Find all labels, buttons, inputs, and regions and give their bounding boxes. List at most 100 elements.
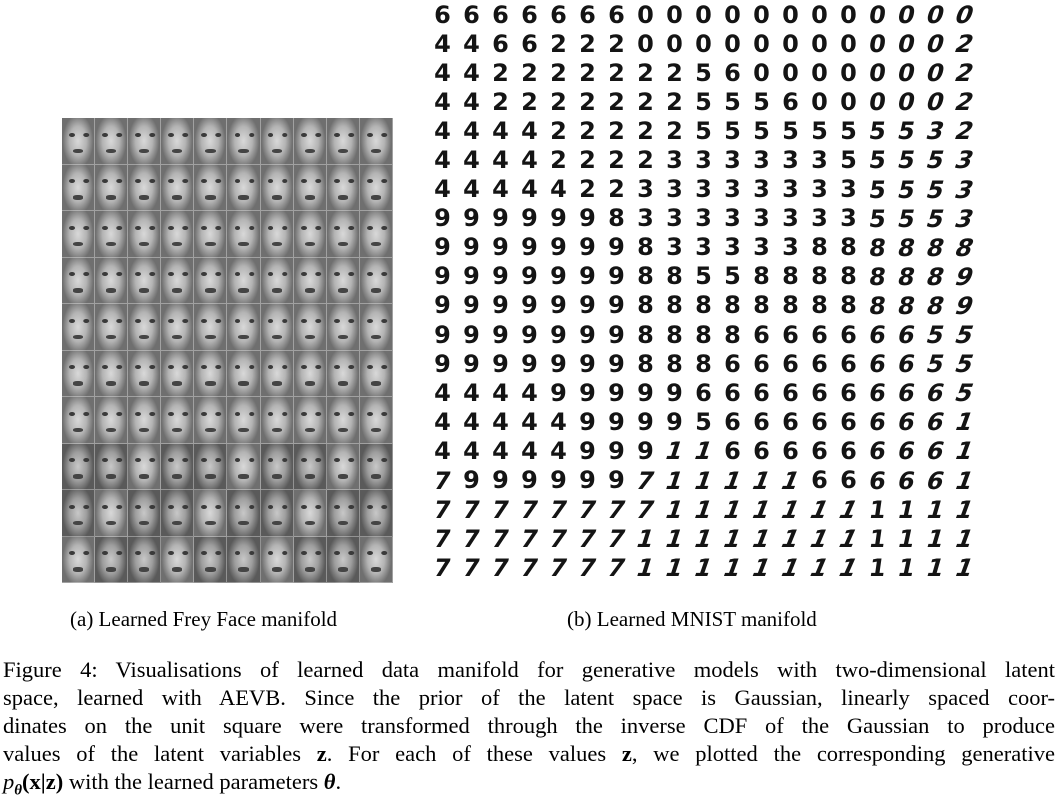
digit-sample: 5 — [695, 87, 712, 116]
digit-sample: 6 — [782, 320, 799, 349]
digit-sample: 4 — [492, 436, 509, 465]
digit-sample: 0 — [840, 29, 857, 58]
face-sample — [227, 443, 261, 490]
digit-sample: 3 — [811, 175, 828, 204]
digit-sample: 8 — [695, 291, 712, 320]
digit-sample: 3 — [724, 146, 741, 175]
face-sample — [227, 304, 261, 351]
digit-sample: 8 — [666, 291, 683, 320]
digit-sample: 8 — [811, 233, 828, 262]
digit-sample: 9 — [637, 407, 654, 436]
digit-sample: 0 — [840, 0, 857, 29]
face-sample — [359, 443, 393, 490]
face-sample — [359, 490, 393, 537]
digit-sample: 8 — [666, 262, 683, 291]
digit-sample: 5 — [782, 116, 799, 145]
face-sample — [260, 164, 294, 211]
digit-sample: 6 — [434, 0, 451, 29]
digit-sample: 4 — [434, 116, 451, 145]
digit-sample: 2 — [666, 58, 683, 87]
face-sample — [359, 211, 393, 258]
digit-sample: 2 — [579, 29, 596, 58]
digit-sample: 9 — [521, 233, 538, 262]
digit-sample: 9 — [550, 204, 567, 233]
face-sample — [260, 211, 294, 258]
digit-sample: 9 — [608, 291, 625, 320]
digit-sample: 9 — [550, 291, 567, 320]
digit-sample: 9 — [434, 233, 451, 262]
face-sample — [194, 397, 228, 444]
digit-sample: 6 — [492, 29, 509, 58]
face-sample — [194, 211, 228, 258]
face-sample — [260, 397, 294, 444]
face-sample — [260, 490, 294, 537]
digit-sample: 6 — [753, 378, 770, 407]
digit-sample: 9 — [550, 262, 567, 291]
digit-sample: 4 — [434, 58, 451, 87]
face-sample — [95, 443, 129, 490]
face-sample — [95, 397, 129, 444]
digit-sample: 3 — [753, 175, 770, 204]
digit-sample: 2 — [521, 87, 538, 116]
digit-sample: 4 — [521, 436, 538, 465]
face-sample — [326, 304, 360, 351]
digit-sample: 0 — [724, 0, 741, 29]
digit-sample: 6 — [753, 407, 770, 436]
digit-sample: 9 — [550, 349, 567, 378]
digit-sample: 9 — [637, 436, 654, 465]
face-sample — [326, 257, 360, 304]
digit-sample: 9 — [521, 204, 538, 233]
digit-sample: 2 — [608, 87, 625, 116]
digit-sample: 6 — [811, 349, 828, 378]
digit-sample: 0 — [753, 58, 770, 87]
digit-sample: 9 — [608, 233, 625, 262]
digit-sample: 4 — [434, 146, 451, 175]
digit-sample: 9 — [463, 204, 480, 233]
digit-sample: 6 — [782, 407, 799, 436]
face-sample — [128, 257, 162, 304]
face-sample — [359, 118, 393, 165]
digit-sample: 4 — [492, 116, 509, 145]
face-sample — [260, 536, 294, 583]
digit-sample: 2 — [492, 58, 509, 87]
face-sample — [359, 536, 393, 583]
face-sample — [95, 350, 129, 397]
face-sample — [128, 536, 162, 583]
digit-sample: 6 — [492, 0, 509, 29]
digit-sample: 8 — [666, 320, 683, 349]
face-sample — [95, 257, 129, 304]
digit-sample: 9 — [492, 291, 509, 320]
digit-sample: 4 — [521, 116, 538, 145]
subfigure-caption-a: (a) Learned Frey Face manifold — [70, 607, 338, 631]
digit-sample: 4 — [463, 58, 480, 87]
face-sample — [194, 118, 228, 165]
digit-sample: 4 — [463, 407, 480, 436]
face-sample — [359, 397, 393, 444]
digit-sample: 8 — [811, 291, 828, 320]
digit-sample: 2 — [521, 58, 538, 87]
face-sample — [128, 350, 162, 397]
digit-sample: 6 — [811, 466, 828, 495]
face-sample — [161, 211, 195, 258]
digit-sample: 9 — [434, 349, 451, 378]
digit-sample: 6 — [521, 0, 538, 29]
caption-text: , we plotted the corresponding generativ… — [631, 741, 1055, 766]
face-sample — [293, 350, 327, 397]
digit-sample: 9 — [492, 204, 509, 233]
face-sample — [161, 490, 195, 537]
digit-sample: 4 — [492, 407, 509, 436]
face-sample — [260, 118, 294, 165]
digit-sample: 8 — [637, 291, 654, 320]
subfigure-caption-b: (b) Learned MNIST manifold — [567, 607, 817, 631]
face-sample — [260, 350, 294, 397]
digit-sample: 4 — [463, 175, 480, 204]
digit-sample: 9 — [463, 320, 480, 349]
digit-sample: 0 — [753, 29, 770, 58]
digit-sample: 2 — [579, 58, 596, 87]
